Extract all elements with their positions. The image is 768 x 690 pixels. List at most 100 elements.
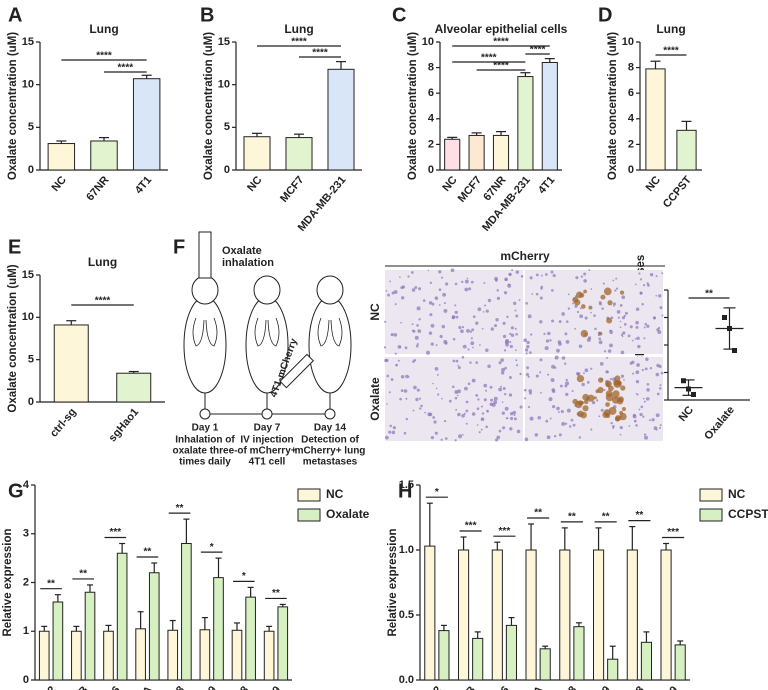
y-tick-label: 2 <box>628 138 634 150</box>
cell-nucleus <box>452 359 456 363</box>
bar <box>285 137 313 171</box>
cell-nucleus <box>500 358 504 362</box>
y-tick-label: 10 <box>622 36 634 48</box>
cell-nucleus <box>523 397 527 400</box>
mcherry-stain <box>577 410 584 418</box>
cell-nucleus <box>477 398 480 401</box>
cell-nucleus <box>635 424 638 427</box>
cell-nucleus <box>469 330 472 333</box>
cell-nucleus <box>479 344 481 346</box>
cell-nucleus <box>411 323 414 326</box>
cell-nucleus <box>571 302 574 305</box>
cell-nucleus <box>599 362 604 366</box>
cell-nucleus <box>526 340 530 345</box>
significance-label: **** <box>95 296 111 307</box>
cell-nucleus <box>586 337 591 342</box>
y-tick-label: 15 <box>22 269 34 281</box>
inhalation-tube <box>198 231 212 279</box>
y-tick-label: 0.0 <box>399 674 414 686</box>
cell-nucleus <box>534 433 539 437</box>
y-tick-label: 5 <box>28 121 34 133</box>
cell-nucleus <box>590 311 592 314</box>
x-tick-label: NC <box>245 174 264 194</box>
cell-nucleus <box>661 272 664 275</box>
timeline-node <box>199 408 211 420</box>
cell-nucleus <box>466 277 469 280</box>
cell-nucleus <box>496 435 501 440</box>
step-day: Day 1 <box>192 423 219 434</box>
y-axis-label: Oxalate concentration (uM) <box>7 264 19 412</box>
cell-nucleus <box>614 289 617 292</box>
y-tick-label: 10 <box>22 79 34 91</box>
mcherry-stain <box>621 406 627 412</box>
cell-nucleus <box>619 426 623 430</box>
cell-nucleus <box>548 397 553 402</box>
images-title: mCherry <box>500 249 550 263</box>
cell-nucleus <box>477 307 482 312</box>
cell-nucleus <box>383 346 387 349</box>
x-tick-label: Oxalate <box>702 404 737 442</box>
cell-nucleus <box>485 348 489 352</box>
cell-nucleus <box>454 396 458 400</box>
cell-nucleus <box>503 349 507 352</box>
cell-nucleus <box>400 375 405 379</box>
cell-nucleus <box>645 397 650 401</box>
cell-nucleus <box>637 344 641 349</box>
cell-nucleus <box>500 371 505 375</box>
cell-nucleus <box>388 430 392 434</box>
cell-nucleus <box>638 272 641 275</box>
cell-nucleus <box>515 364 519 367</box>
cell-nucleus <box>659 306 663 310</box>
cell-nucleus <box>438 288 442 292</box>
cell-nucleus <box>527 375 530 378</box>
bar <box>626 549 638 681</box>
cell-nucleus <box>653 426 658 430</box>
cell-nucleus <box>475 361 479 364</box>
mcherry-stain <box>616 397 624 405</box>
panel-label: H <box>398 480 412 502</box>
cell-nucleus <box>549 417 552 420</box>
significance-label: **** <box>118 63 134 74</box>
legend-swatch <box>297 488 321 502</box>
cell-nucleus <box>504 366 507 370</box>
cell-nucleus <box>657 330 662 335</box>
syringe <box>279 353 314 389</box>
cell-nucleus <box>465 422 468 425</box>
cell-nucleus <box>481 327 484 330</box>
cell-nucleus <box>621 335 624 338</box>
x-tick-label: NC <box>644 174 663 194</box>
bar <box>539 648 551 681</box>
x-tick-label: NC <box>677 404 696 424</box>
mcherry-stain <box>587 394 595 402</box>
x-tick-label: IL1B <box>66 684 91 690</box>
cell-nucleus <box>610 421 613 425</box>
cell-nucleus <box>652 316 657 320</box>
mouse-lungs <box>317 317 343 347</box>
cell-nucleus <box>484 304 487 307</box>
cell-nucleus <box>655 413 660 418</box>
cell-nucleus <box>619 433 622 436</box>
cell-nucleus <box>480 428 483 431</box>
timeline-node <box>261 408 273 420</box>
cell-nucleus <box>627 334 631 338</box>
y-tick-label: 0 <box>28 164 34 176</box>
bar <box>38 630 50 681</box>
mcherry-stain <box>582 393 590 401</box>
cell-nucleus <box>529 276 533 280</box>
significance-label: ** <box>534 508 542 519</box>
cell-nucleus <box>649 367 653 370</box>
cell-nucleus <box>655 294 658 297</box>
cell-nucleus <box>460 329 464 334</box>
inhalation-label: Oxalate <box>222 245 262 257</box>
cell-nucleus <box>472 346 474 349</box>
cell-nucleus <box>504 406 509 411</box>
cell-nucleus <box>586 380 590 384</box>
cell-nucleus <box>407 275 410 278</box>
cell-nucleus <box>454 439 457 442</box>
bar <box>213 577 224 681</box>
step-text: mCherry+ lung <box>295 446 366 457</box>
cell-nucleus <box>642 397 645 400</box>
x-tick-label: IL6 <box>103 684 122 690</box>
cell-nucleus <box>564 332 568 336</box>
cell-nucleus <box>428 331 433 335</box>
